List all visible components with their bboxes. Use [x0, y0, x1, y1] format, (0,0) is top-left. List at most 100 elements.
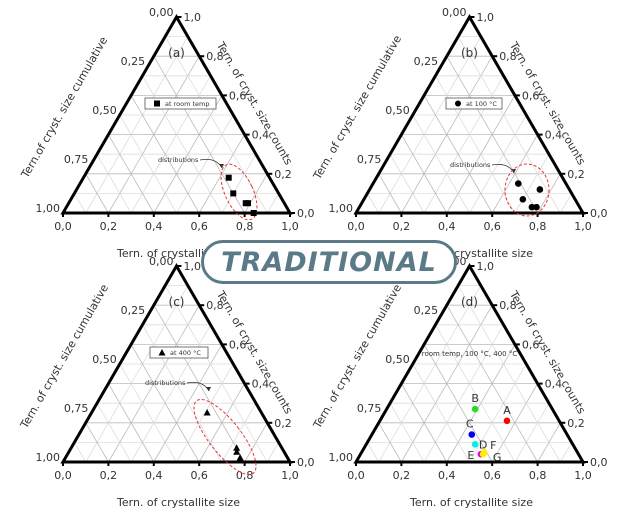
right-tick-label: 0,6 [229, 89, 247, 102]
right-tick-label: 0,6 [229, 338, 247, 351]
right-tick-label: 0,8 [499, 50, 517, 63]
grid-line [85, 36, 189, 214]
grid-line [85, 285, 189, 463]
grid-line [142, 75, 223, 214]
point-label: E [467, 449, 474, 462]
point-label: C [466, 418, 474, 431]
bottom-tick-label: 0,4 [438, 220, 456, 233]
left-tick-label: 0,00 [149, 255, 174, 268]
grid-line [85, 173, 109, 214]
panel-label: (a) [168, 46, 185, 60]
legend-box [149, 346, 209, 359]
grid-line [378, 36, 482, 214]
grid-line [423, 95, 493, 214]
arrowhead-icon [206, 387, 211, 391]
triangle-frame [60, 14, 293, 215]
annotation-label: distributions [158, 156, 199, 164]
grid-line [401, 383, 448, 463]
data-point-triangle [233, 448, 241, 455]
grid-line [389, 402, 425, 463]
right-tick-label: 1,0 [477, 11, 495, 24]
grid-line [469, 363, 527, 463]
data-point-circle [515, 180, 522, 187]
distribution-ellipse [193, 398, 257, 476]
traditional-banner: TRADITIONAL [201, 240, 457, 284]
left-tick-label: 0,25 [414, 304, 439, 317]
legend-label: room temp, 100 °C, 400 °C [422, 350, 518, 358]
bottom-tick-label: 0,8 [529, 469, 547, 482]
data-point-circle [519, 195, 527, 203]
left-tick-label: 0,50 [92, 104, 117, 117]
right-tick-label: 1,0 [477, 260, 495, 273]
grid-line [142, 324, 223, 463]
grid-line [74, 193, 87, 214]
grid-line [401, 134, 448, 214]
legend-label: at 100 °C [466, 100, 497, 108]
grid-line [423, 344, 493, 463]
panel-label: (b) [461, 46, 478, 60]
bottom-tick-label: 0,2 [393, 220, 411, 233]
bottom-tick-label: 0,2 [393, 469, 411, 482]
right-tick-label: 0,6 [522, 89, 540, 102]
grid-line [514, 153, 550, 214]
bottom-axis-title: Tern. of crystallite size [409, 496, 533, 509]
grid-line [435, 324, 516, 463]
grid-line [119, 363, 177, 463]
bottom-tick-label: 0,0 [347, 220, 365, 233]
left-tick-label: 0,25 [121, 55, 146, 68]
bottom-tick-label: 0,6 [483, 220, 501, 233]
ternary-panel-a: 0,0 0,2 0,4 0,6 0,8 1,00,00,20,40,60,81,00,00… [18, 6, 314, 260]
point-label: D [479, 438, 487, 451]
bottom-tick-label: 1,0 [574, 469, 592, 482]
legend-circle-marker-icon [455, 100, 461, 107]
data-point-triangle [203, 409, 211, 416]
grid-line [130, 324, 211, 463]
annotation-label: distributions [450, 161, 491, 169]
right-tick-label: 1,0 [184, 260, 202, 273]
left-tick-label: 1,00 [36, 202, 61, 215]
grid-line [446, 304, 538, 463]
bottom-tick-label: 0,6 [190, 469, 208, 482]
bottom-tick-label: 0,8 [236, 220, 254, 233]
data-point-square [245, 200, 252, 207]
right-tick-label: 0,4 [545, 378, 563, 391]
triangle-frame [353, 263, 586, 464]
grid-line [164, 285, 268, 463]
grid-line [378, 422, 402, 463]
left-tick-label: 0,00 [149, 6, 174, 19]
right-tick-label: 0,0 [590, 456, 608, 469]
left-tick-label: 0,75 [64, 153, 89, 166]
legend-label: at 400 °C [170, 349, 201, 357]
grid-line [423, 324, 504, 463]
triangle-frame [60, 263, 293, 464]
right-tick-label: 1,0 [184, 11, 202, 24]
data-point-circle [468, 431, 476, 438]
left-tick-label: 0,25 [121, 304, 146, 317]
right-tick-label: 0,0 [590, 207, 608, 220]
data-point-circle [536, 186, 544, 193]
legend-box [445, 97, 503, 110]
left-tick-label: 1,00 [36, 451, 61, 464]
right-tick-label: 0,4 [545, 129, 563, 142]
legend-square-marker-icon [154, 100, 160, 107]
left-tick-label: 0,75 [357, 402, 382, 415]
triangle-frame [353, 14, 586, 215]
bottom-axis-title: Tern. of crystallite size [116, 496, 240, 509]
grid-line [423, 75, 504, 214]
point-label: A [503, 404, 511, 417]
right-tick-label: 0,4 [252, 378, 270, 391]
point-label: F [490, 439, 496, 452]
bottom-tick-label: 1,0 [281, 220, 299, 233]
bottom-tick-label: 0,4 [145, 469, 163, 482]
grid-line [559, 193, 572, 214]
bottom-tick-label: 1,0 [281, 469, 299, 482]
grid-line [108, 134, 155, 214]
distribution-ellipse [504, 163, 550, 217]
bottom-tick-label: 0,4 [145, 220, 163, 233]
grid-line [74, 442, 87, 463]
grid-line [85, 422, 109, 463]
grid-line [153, 55, 245, 214]
right-tick-label: 0,2 [567, 417, 585, 430]
grid-line [96, 153, 132, 214]
annotation-label: distributions [145, 379, 186, 387]
